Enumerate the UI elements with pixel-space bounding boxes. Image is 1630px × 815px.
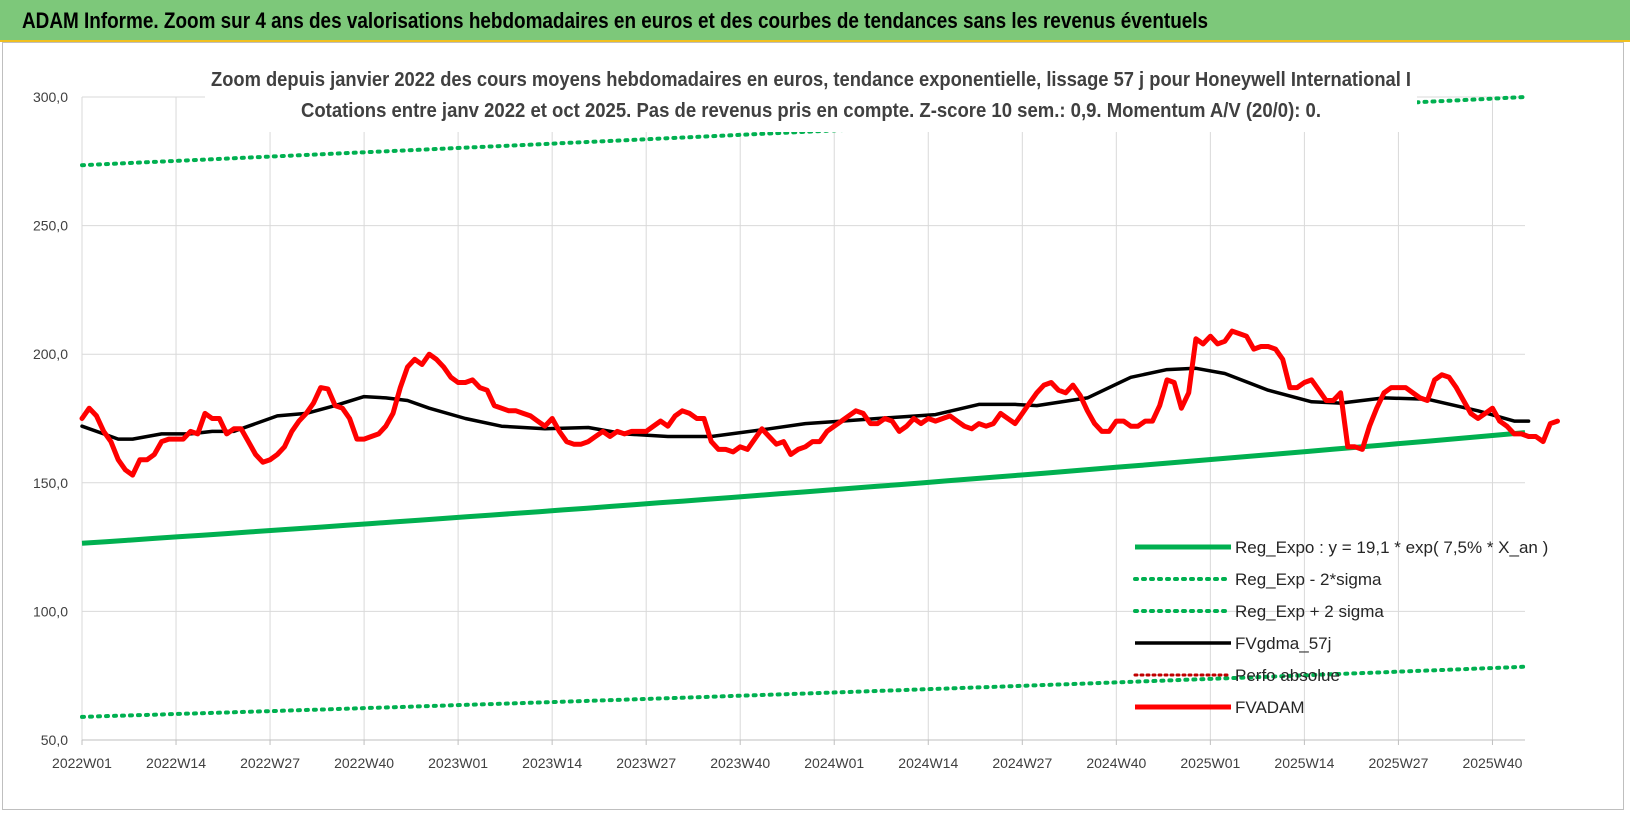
series-layer xyxy=(82,97,1558,717)
legend-label: Reg_Expo : y = 19,1 * exp( 7,5% * X_an ) xyxy=(1235,538,1548,557)
x-tick-label: 2024W27 xyxy=(992,755,1052,771)
chart: 50,0100,0150,0200,0250,0300,0 2022W01 202… xyxy=(0,0,1630,815)
x-tick-label: 2024W01 xyxy=(804,755,864,771)
legend-label: Reg_Exp + 2 sigma xyxy=(1235,602,1384,621)
x-tick-label: 2024W40 xyxy=(1086,755,1146,771)
y-tick-label: 200,0 xyxy=(33,346,68,362)
x-tick-label: 2023W14 xyxy=(522,755,582,771)
x-tick-label: 2025W40 xyxy=(1462,755,1522,771)
x-tick-label: 2024W14 xyxy=(898,755,958,771)
x-tick-label: 2023W40 xyxy=(710,755,770,771)
chart-title-line1: Zoom depuis janvier 2022 des cours moyen… xyxy=(211,69,1411,91)
y-tick-label: 100,0 xyxy=(33,603,68,619)
x-axis: 2022W01 2022W14 2022W27 2022W40 2023W01 2023W… xyxy=(52,755,1523,771)
legend-label: Reg_Exp - 2*sigma xyxy=(1235,570,1382,589)
x-tick-label: 2022W14 xyxy=(146,755,206,771)
y-tick-label: 300,0 xyxy=(33,89,68,105)
x-tick-label: 2025W14 xyxy=(1274,755,1334,771)
y-tick-label: 50,0 xyxy=(41,732,68,748)
y-tick-label: 150,0 xyxy=(33,475,68,491)
x-tick-label: 2023W01 xyxy=(428,755,488,771)
legend: Reg_Expo : y = 19,1 * exp( 7,5% * X_an )… xyxy=(1135,538,1548,717)
y-tick-label: 250,0 xyxy=(33,218,68,234)
x-tick-label: 2022W01 xyxy=(52,755,112,771)
x-tick-label: 2023W27 xyxy=(616,755,676,771)
legend-label: FVgdma_57j xyxy=(1235,634,1331,653)
legend-label: FVADAM xyxy=(1235,698,1305,717)
x-tick-label: 2025W27 xyxy=(1368,755,1428,771)
y-axis: 50,0 100,0 150,0 200,0 250,0 300,0 xyxy=(33,89,68,748)
legend-label: Perfo absolue xyxy=(1235,666,1340,685)
x-tick-label: 2025W01 xyxy=(1180,755,1240,771)
x-tick-label: 2022W40 xyxy=(334,755,394,771)
x-tick-label: 2022W27 xyxy=(240,755,300,771)
chart-title-line2: Cotations entre janv 2022 et oct 2025. P… xyxy=(301,100,1321,122)
